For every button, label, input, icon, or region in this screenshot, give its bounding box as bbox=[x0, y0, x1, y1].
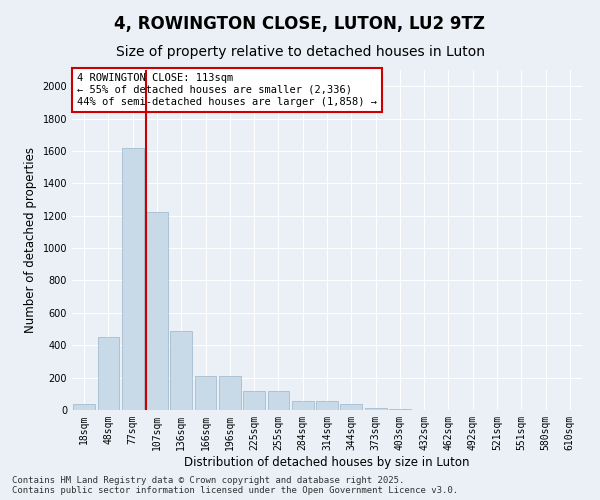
Bar bbox=[122, 148, 143, 410]
Bar bbox=[219, 376, 241, 410]
Text: 4 ROWINGTON CLOSE: 113sqm
← 55% of detached houses are smaller (2,336)
44% of se: 4 ROWINGTON CLOSE: 113sqm ← 55% of detac… bbox=[77, 74, 377, 106]
Bar bbox=[97, 337, 119, 410]
Y-axis label: Number of detached properties: Number of detached properties bbox=[24, 147, 37, 333]
Text: Size of property relative to detached houses in Luton: Size of property relative to detached ho… bbox=[115, 45, 485, 59]
Bar bbox=[170, 330, 192, 410]
X-axis label: Distribution of detached houses by size in Luton: Distribution of detached houses by size … bbox=[184, 456, 470, 468]
Bar bbox=[146, 212, 168, 410]
Bar bbox=[73, 404, 95, 410]
Bar bbox=[243, 390, 265, 410]
Bar bbox=[292, 401, 314, 410]
Bar bbox=[316, 401, 338, 410]
Text: 4, ROWINGTON CLOSE, LUTON, LU2 9TZ: 4, ROWINGTON CLOSE, LUTON, LU2 9TZ bbox=[115, 15, 485, 33]
Bar bbox=[194, 376, 217, 410]
Text: Contains HM Land Registry data © Crown copyright and database right 2025.
Contai: Contains HM Land Registry data © Crown c… bbox=[12, 476, 458, 495]
Bar bbox=[389, 409, 411, 410]
Bar bbox=[268, 390, 289, 410]
Bar bbox=[340, 404, 362, 410]
Bar bbox=[365, 408, 386, 410]
